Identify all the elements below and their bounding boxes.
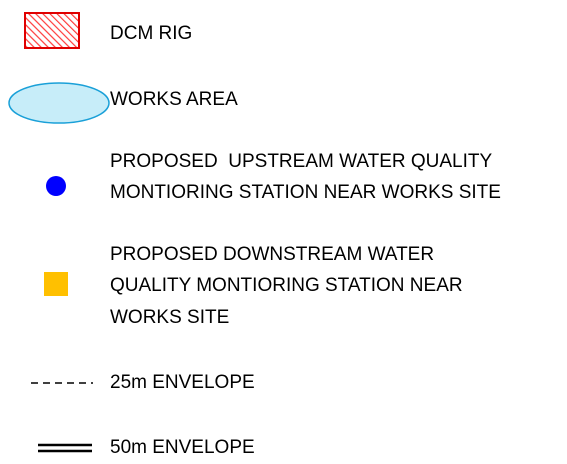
downstream-station-symbol bbox=[44, 272, 68, 296]
legend-label: PROPOSED DOWNSTREAM WATER bbox=[110, 244, 434, 265]
legend-label: 50m ENVELOPE bbox=[110, 437, 255, 458]
dcm-rig-symbol bbox=[24, 12, 80, 49]
legend-label: MONTIORING STATION NEAR WORKS SITE bbox=[110, 182, 501, 203]
legend-label: 25m ENVELOPE bbox=[110, 372, 255, 393]
legend-label: WORKS AREA bbox=[110, 89, 238, 110]
legend-label: WORKS SITE bbox=[110, 307, 229, 328]
upstream-station-symbol bbox=[46, 176, 66, 196]
legend-label: QUALITY MONTIORING STATION NEAR bbox=[110, 275, 463, 296]
legend-label: DCM RIG bbox=[110, 23, 192, 44]
legend-label: PROPOSED UPSTREAM WATER QUALITY bbox=[110, 151, 492, 172]
works-area-symbol bbox=[8, 82, 110, 124]
